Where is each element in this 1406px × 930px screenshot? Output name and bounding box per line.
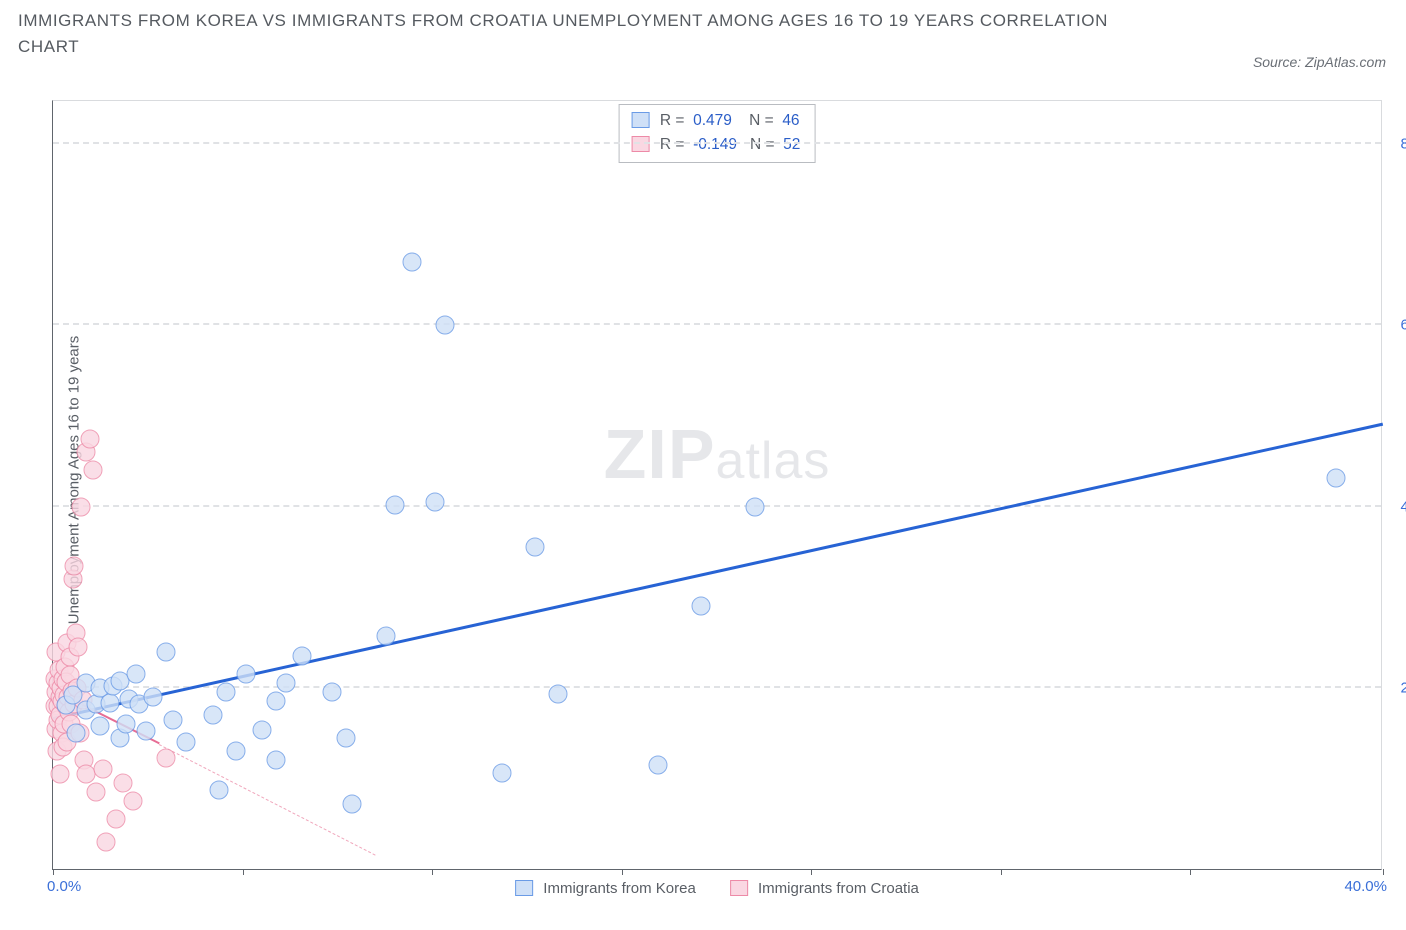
stat-value-n-pink: 52 — [783, 136, 800, 153]
data-point-korea — [90, 716, 109, 735]
data-point-korea — [1327, 468, 1346, 487]
data-point-korea — [253, 721, 272, 740]
stat-swatch-blue — [632, 112, 650, 128]
chart-area: Unemployment Among Ages 16 to 19 years Z… — [52, 100, 1382, 870]
data-point-korea — [127, 665, 146, 684]
y-axis-tick-label: 80.0% — [1400, 136, 1406, 153]
data-point-korea — [100, 694, 119, 713]
x-axis-tick — [432, 869, 433, 875]
data-point-korea — [117, 715, 136, 734]
data-point-korea — [745, 497, 764, 516]
data-point-korea — [266, 751, 285, 770]
stat-label: R = — [660, 136, 685, 153]
stat-label: N = — [749, 112, 774, 129]
stat-value-n-blue: 46 — [782, 112, 799, 129]
data-point-korea — [403, 253, 422, 272]
data-point-croatia — [113, 773, 132, 792]
data-point-korea — [216, 683, 235, 702]
x-axis-tick — [1190, 869, 1191, 875]
data-point-korea — [436, 316, 455, 335]
legend-swatch-pink — [730, 880, 748, 896]
stat-value-r-blue: 0.479 — [693, 112, 732, 129]
stat-label: R = — [660, 112, 685, 129]
legend-label: Immigrants from Croatia — [758, 880, 919, 897]
stat-value-r-pink: -0.149 — [693, 136, 737, 153]
x-axis-tick — [622, 869, 623, 875]
data-point-croatia — [72, 497, 91, 516]
data-point-croatia — [107, 810, 126, 829]
x-axis-tick — [243, 869, 244, 875]
data-point-korea — [492, 763, 511, 782]
y-axis-tick-label: 20.0% — [1400, 679, 1406, 696]
data-point-korea — [163, 711, 182, 730]
x-axis-max-label: 40.0% — [1344, 878, 1387, 895]
correlation-stat-box: R = 0.479 N = 46 R = -0.149 N = 52 — [619, 104, 816, 163]
data-point-korea — [137, 722, 156, 741]
data-point-korea — [210, 781, 229, 800]
x-axis-tick — [1001, 869, 1002, 875]
data-point-croatia — [93, 760, 112, 779]
data-point-croatia — [80, 429, 99, 448]
data-point-korea — [143, 687, 162, 706]
data-point-korea — [343, 794, 362, 813]
gridline — [53, 686, 1381, 688]
legend-item-korea: Immigrants from Korea — [515, 880, 696, 897]
data-point-croatia — [68, 638, 87, 657]
watermark: ZIPatlas — [604, 414, 831, 494]
gridline — [53, 142, 1381, 144]
legend-item-croatia: Immigrants from Croatia — [730, 880, 919, 897]
data-point-croatia — [123, 792, 142, 811]
legend-swatch-blue — [515, 880, 533, 896]
y-axis-tick-label: 40.0% — [1400, 498, 1406, 515]
data-point-korea — [157, 642, 176, 661]
data-point-korea — [236, 665, 255, 684]
data-point-croatia — [87, 783, 106, 802]
data-point-croatia — [157, 748, 176, 767]
data-point-croatia — [64, 556, 83, 575]
data-point-croatia — [83, 461, 102, 480]
data-point-korea — [526, 538, 545, 557]
legend: Immigrants from Korea Immigrants from Cr… — [515, 880, 919, 897]
chart-title: IMMIGRANTS FROM KOREA VS IMMIGRANTS FROM… — [18, 8, 1118, 59]
data-point-korea — [226, 742, 245, 761]
plot-region: ZIPatlas R = 0.479 N = 46 R = -0.149 N =… — [52, 100, 1382, 870]
data-point-korea — [649, 755, 668, 774]
source-caption: Source: ZipAtlas.com — [1253, 54, 1386, 70]
gridline — [53, 505, 1381, 507]
data-point-korea — [177, 733, 196, 752]
legend-label: Immigrants from Korea — [543, 880, 696, 897]
y-axis-tick-label: 60.0% — [1400, 317, 1406, 334]
data-point-korea — [692, 597, 711, 616]
gridline — [53, 323, 1381, 325]
data-point-korea — [336, 728, 355, 747]
data-point-korea — [549, 685, 568, 704]
data-point-korea — [67, 724, 86, 743]
data-point-korea — [386, 495, 405, 514]
x-axis-min-label: 0.0% — [47, 878, 81, 895]
data-point-korea — [323, 683, 342, 702]
stat-label: N = — [750, 136, 775, 153]
data-point-korea — [293, 647, 312, 666]
x-axis-tick — [53, 869, 54, 875]
data-point-croatia — [97, 832, 116, 851]
data-point-korea — [426, 493, 445, 512]
data-point-korea — [276, 674, 295, 693]
data-point-korea — [376, 627, 395, 646]
data-point-korea — [203, 706, 222, 725]
x-axis-tick — [1383, 869, 1384, 875]
data-point-korea — [266, 692, 285, 711]
data-point-croatia — [50, 764, 69, 783]
x-axis-tick — [811, 869, 812, 875]
